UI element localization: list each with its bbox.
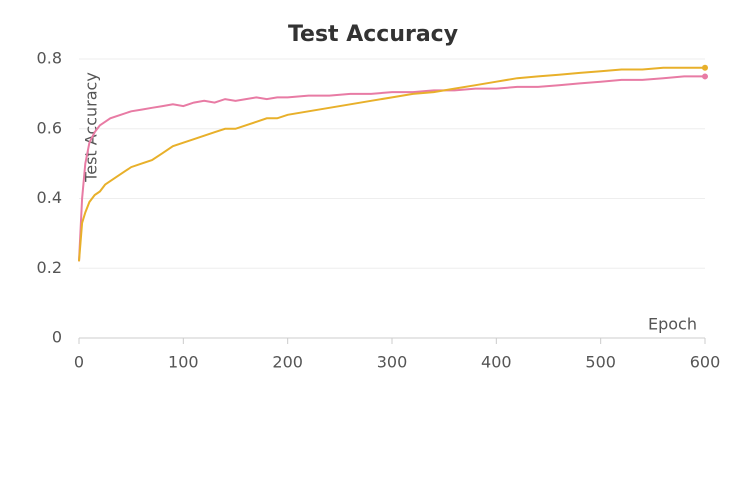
series-line: [78, 66, 705, 262]
series-line: [78, 75, 705, 262]
y-tick-label: 0.4: [37, 188, 62, 207]
y-tick-label: 0.8: [37, 49, 62, 68]
y-tick-label: 0.6: [37, 118, 62, 137]
x-tick-label: 400: [481, 353, 512, 372]
chart-title: Test Accuracy: [288, 22, 458, 47]
x-tick-label: 500: [585, 353, 616, 372]
x-tick-label: 100: [168, 353, 199, 372]
x-tick-label: 300: [377, 353, 408, 372]
x-axis-label: Epoch: [648, 315, 697, 334]
x-tick-label: 600: [690, 353, 721, 372]
x-tick-label: 0: [74, 353, 84, 372]
end-point: [702, 73, 708, 80]
y-tick-label: 0: [52, 328, 62, 347]
x-tick-label: 200: [272, 353, 303, 372]
y-tick-label: 0.2: [37, 258, 62, 277]
end-point: [702, 64, 708, 71]
